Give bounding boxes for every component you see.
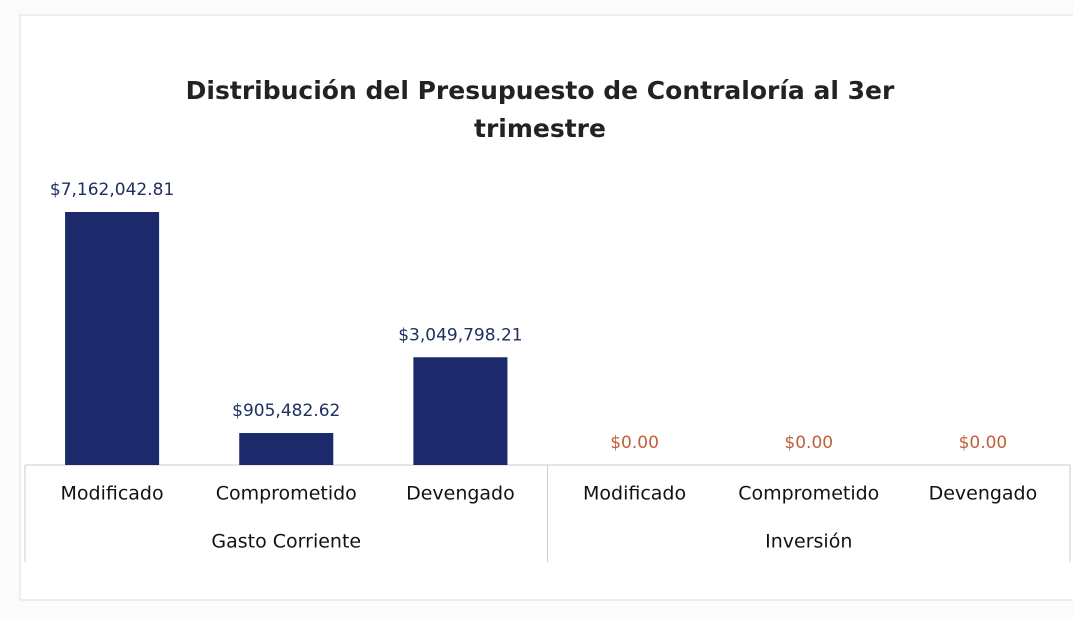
value-label: $905,482.62 [232, 401, 340, 421]
group-label: Inversión [765, 531, 852, 553]
x-tick-label: Comprometido [216, 483, 357, 505]
value-label: $7,162,042.81 [50, 180, 174, 200]
x-tick-label: Devengado [406, 483, 515, 505]
x-tick-label: Comprometido [738, 483, 879, 505]
value-label: $0.00 [959, 433, 1008, 453]
group-label: Gasto Corriente [211, 531, 361, 553]
bar [413, 357, 508, 465]
bar [239, 433, 334, 465]
x-tick-label: Modificado [583, 483, 686, 505]
chart-frame [19, 14, 1073, 601]
chart-title: trimestre [474, 114, 606, 143]
value-label: $3,049,798.21 [398, 325, 522, 345]
value-label: $0.00 [610, 433, 659, 453]
x-tick-label: Modificado [61, 483, 164, 505]
bar [65, 212, 160, 465]
x-tick-label: Devengado [929, 483, 1038, 505]
chart-title: Distribución del Presupuesto de Contralo… [186, 76, 895, 105]
value-label: $0.00 [784, 433, 833, 453]
